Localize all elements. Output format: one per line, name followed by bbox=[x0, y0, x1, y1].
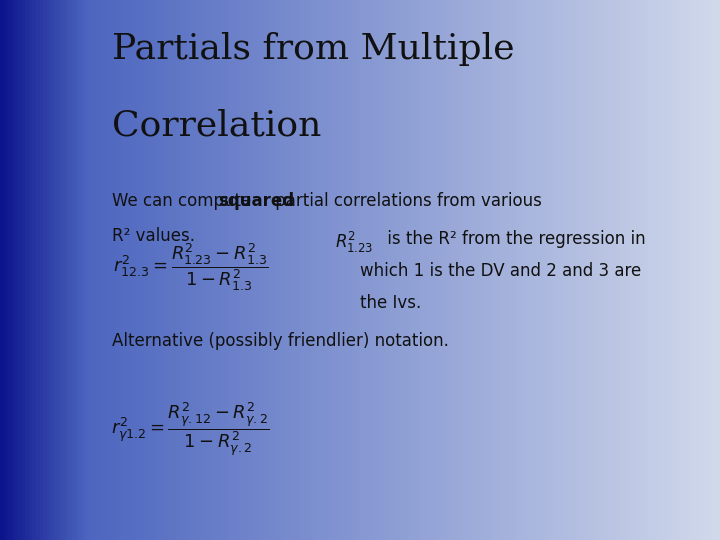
Text: partial correlations from various: partial correlations from various bbox=[270, 192, 542, 210]
Text: $r_{12.3}^{2} = \dfrac{R_{1.23}^{2} - R_{1.3}^{2}}{1 - R_{1.3}^{2}}$: $r_{12.3}^{2} = \dfrac{R_{1.23}^{2} - R_… bbox=[113, 241, 269, 293]
Text: R² values.: R² values. bbox=[112, 227, 194, 245]
Text: is the R² from the regression in: is the R² from the regression in bbox=[382, 230, 645, 247]
Text: Partials from Multiple: Partials from Multiple bbox=[112, 32, 514, 66]
Text: $R_{1.23}^{2}$: $R_{1.23}^{2}$ bbox=[335, 230, 373, 254]
Text: We can compute: We can compute bbox=[112, 192, 256, 210]
Text: squared: squared bbox=[218, 192, 294, 210]
Text: $r_{\gamma 1.2}^{2} = \dfrac{R_{\gamma .12}^{2} - R_{\gamma .2}^{2}}{1 - R_{\gam: $r_{\gamma 1.2}^{2} = \dfrac{R_{\gamma .… bbox=[112, 400, 270, 458]
Text: the Ivs.: the Ivs. bbox=[360, 294, 421, 312]
Text: which 1 is the DV and 2 and 3 are: which 1 is the DV and 2 and 3 are bbox=[360, 262, 642, 280]
Text: Correlation: Correlation bbox=[112, 108, 321, 142]
Text: Alternative (possibly friendlier) notation.: Alternative (possibly friendlier) notati… bbox=[112, 332, 449, 350]
